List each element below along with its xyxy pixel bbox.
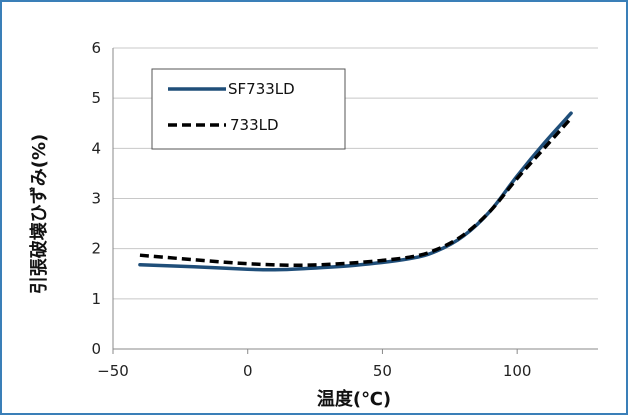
legend-label-sf733ld: SF733LD [228,80,295,98]
series-line-733ld [139,117,573,267]
y-tick-label: 5 [91,89,101,107]
x-tick-label: 100 [503,362,532,380]
y-tick-label: 4 [91,139,101,157]
legend-label-733ld: 733LD [230,116,279,134]
x-tick-label: 0 [243,362,253,380]
x-axis-title: 温度(℃) [317,388,391,410]
legend: SF733LD 733LD [151,68,346,150]
y-tick-label: 2 [91,240,101,258]
tick-labels: 0 1 2 3 4 5 6 −50 0 50 100 [91,39,531,380]
axes [112,48,598,354]
y-tick-label: 1 [91,290,101,308]
x-tick-label: 50 [373,362,392,380]
legend-box [151,68,346,150]
y-tick-label: 0 [91,340,101,358]
x-tick-label: −50 [97,362,129,380]
y-tick-label: 6 [91,39,101,57]
series-lines [138,111,573,272]
y-axis-title: 引張破壊ひずみ(%) [28,134,50,295]
line-chart: 0 1 2 3 4 5 6 −50 0 50 100 SF733LD 733LD 温度(℃) 引張破… [28,39,598,410]
y-tick-label: 3 [91,190,101,208]
